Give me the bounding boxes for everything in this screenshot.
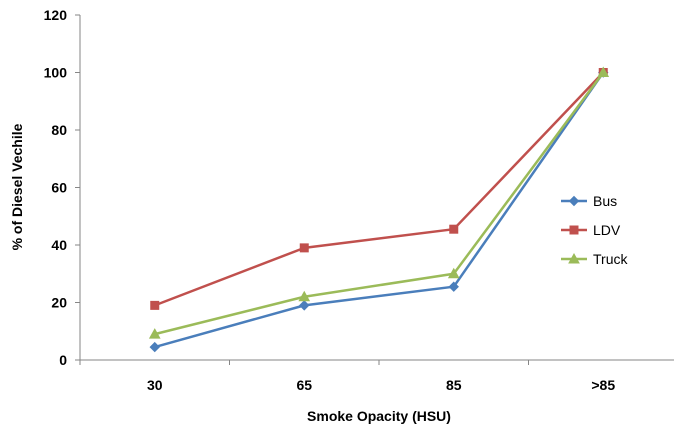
y-tick-label: 80	[51, 122, 67, 138]
series-lines	[154, 71, 605, 349]
point-ldv	[150, 300, 160, 310]
point-bus	[299, 300, 310, 311]
x-tick-label: 65	[296, 377, 312, 393]
y-tick-label: 100	[44, 65, 68, 81]
point-truck	[597, 66, 610, 77]
legend-label-bus: Bus	[593, 193, 617, 209]
legend-item-bus: Bus	[561, 193, 617, 209]
legend-label-truck: Truck	[593, 251, 628, 267]
point-truck	[298, 290, 311, 302]
y-axis-title: % of Diesel Vechile	[9, 123, 25, 250]
point-bus	[448, 281, 459, 292]
y-tick-label: 0	[59, 352, 67, 368]
legend: Bus LDV Truck	[561, 193, 628, 267]
point-truck	[148, 328, 161, 339]
y-tick-label: 20	[51, 295, 67, 311]
point-truck	[447, 267, 460, 279]
x-tick-label: >85	[591, 377, 615, 393]
series-line-bus	[154, 71, 605, 349]
point-ldv	[449, 224, 459, 234]
series-line-ldv	[154, 71, 605, 307]
y-tick-label: 40	[51, 237, 67, 253]
y-tick-label: 60	[51, 180, 67, 196]
point-ldv	[299, 243, 309, 253]
x-tick-label: 85	[446, 377, 462, 393]
series-line-truck	[154, 71, 605, 336]
point-bus	[149, 341, 160, 353]
y-tick-label: 120	[44, 7, 68, 23]
legend-marker-bus	[568, 195, 580, 207]
legend-item-truck: Truck	[561, 251, 628, 267]
y-ticks: 0 20 40 60 80 100 120	[44, 7, 80, 368]
x-ticks: 30 65 85 >85	[79, 360, 615, 393]
legend-item-ldv: LDV	[561, 222, 621, 238]
series-markers	[148, 66, 610, 353]
legend-marker-ldv	[569, 225, 579, 235]
legend-marker-truck	[568, 252, 580, 264]
legend-label-ldv: LDV	[593, 222, 621, 238]
x-axis-title: Smoke Opacity (HSU)	[307, 408, 451, 424]
x-tick-label: 30	[147, 377, 163, 393]
axes	[79, 15, 674, 361]
